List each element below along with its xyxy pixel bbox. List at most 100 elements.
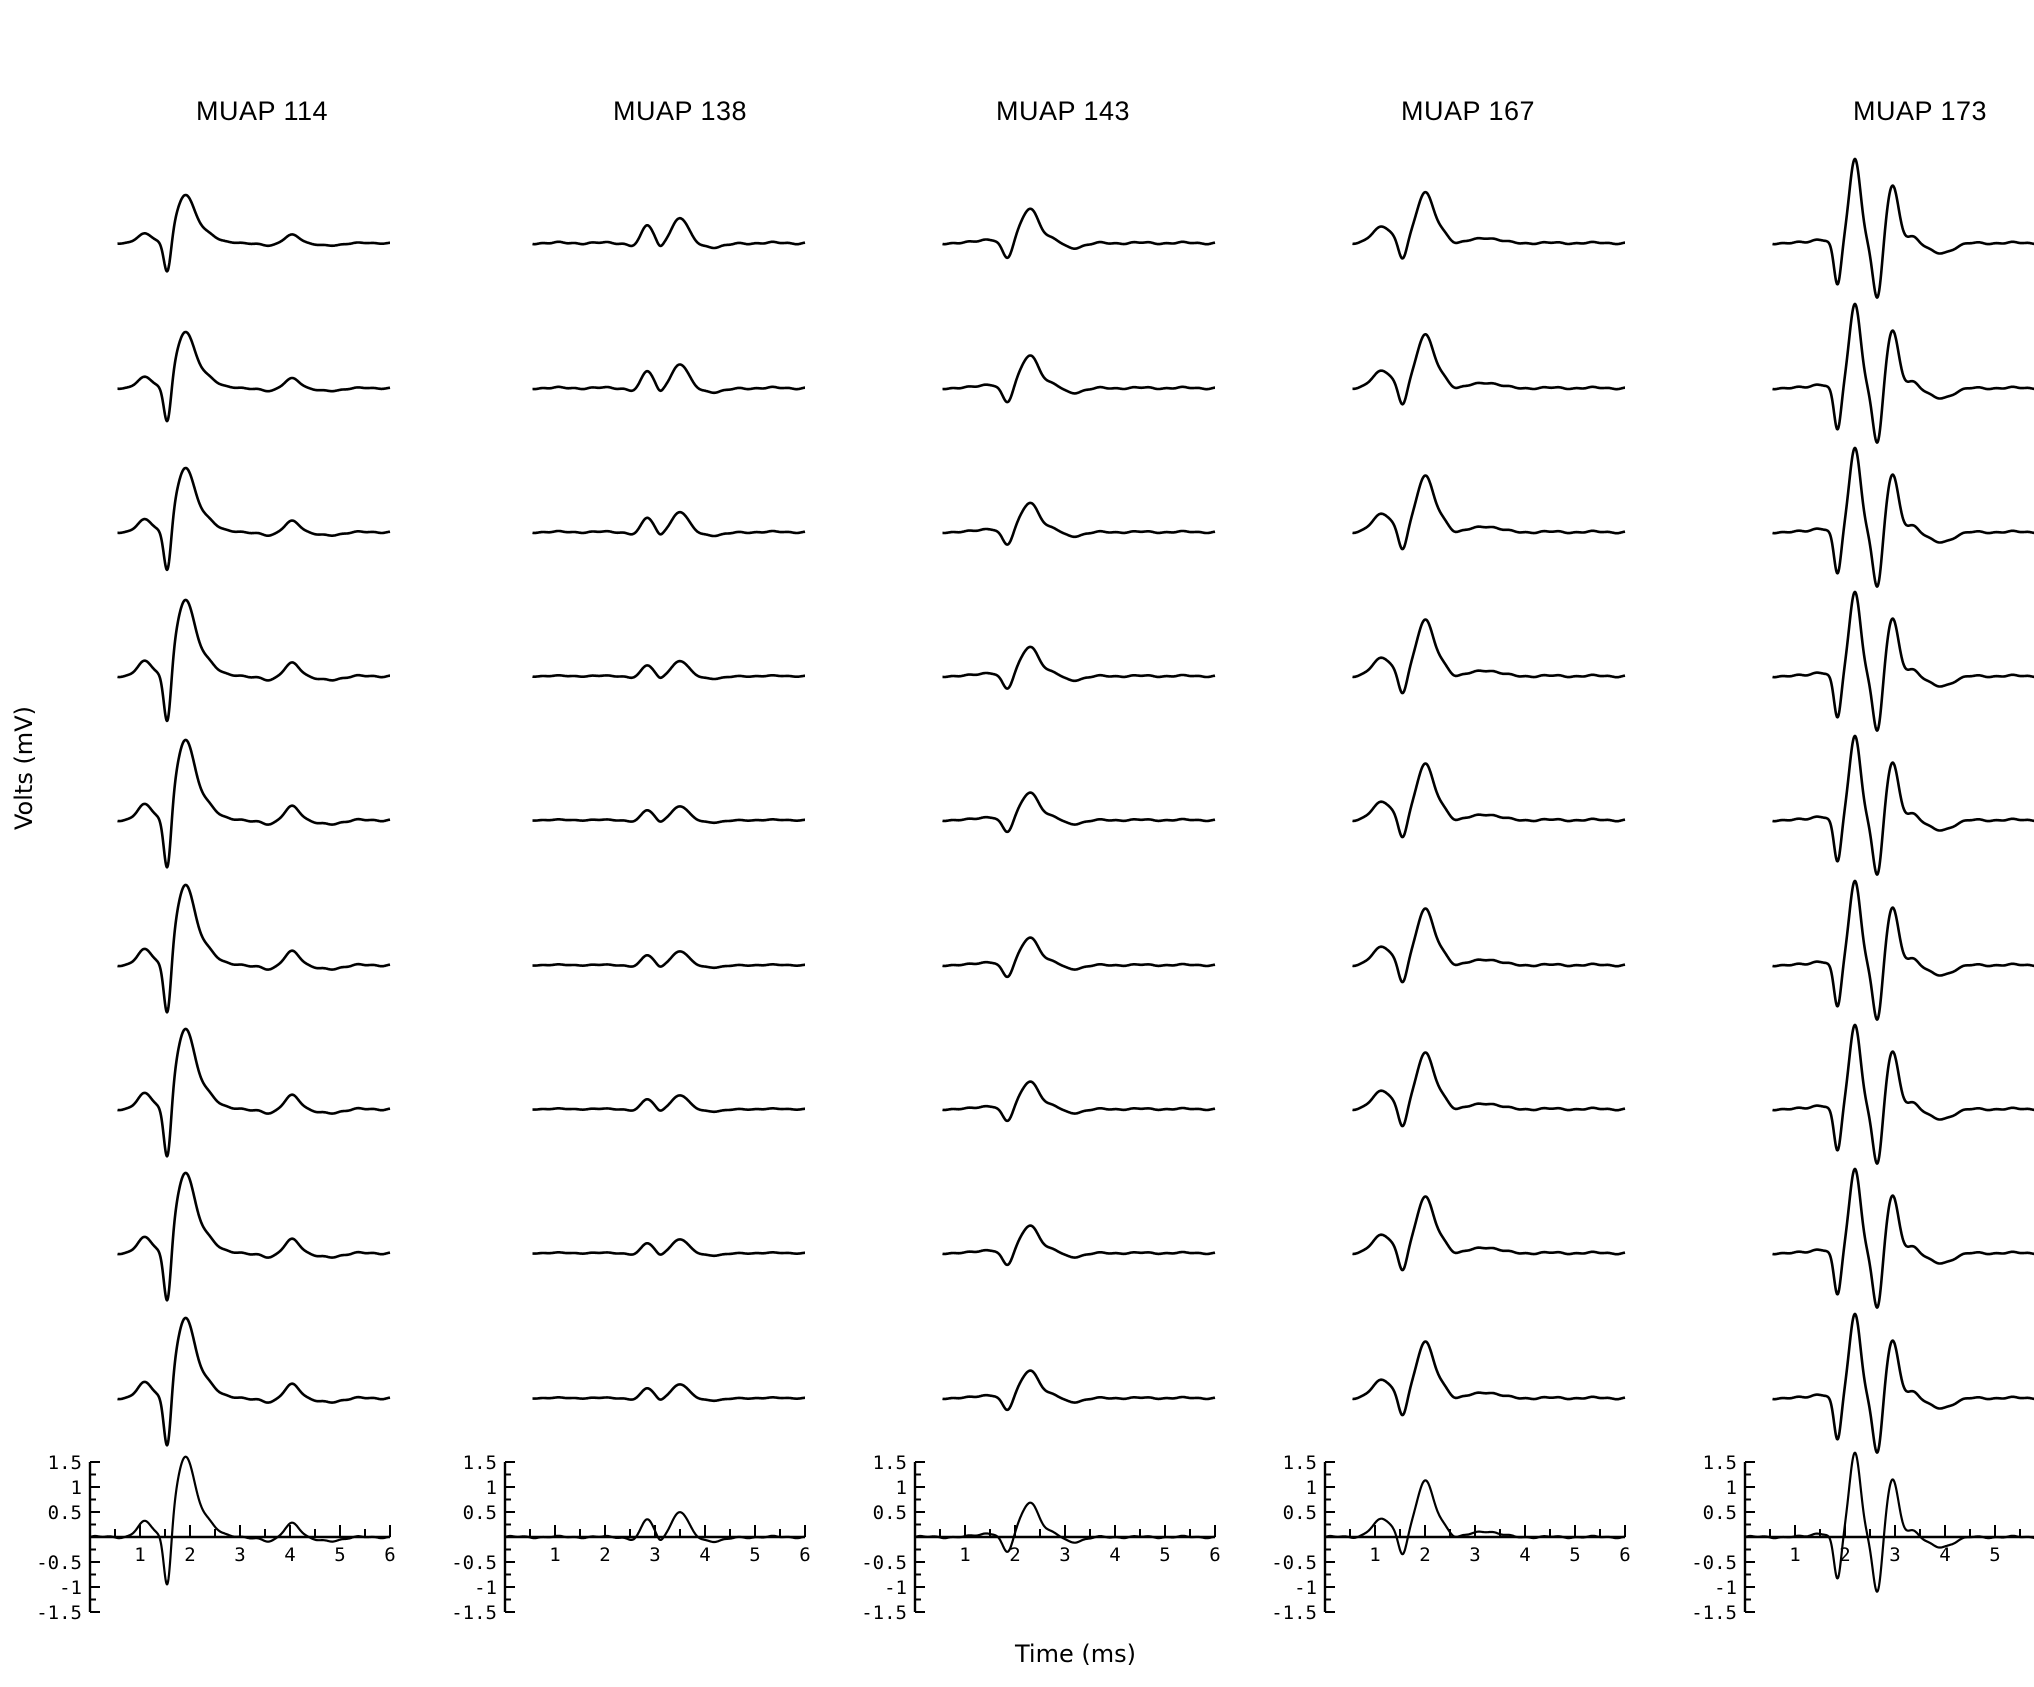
y-tick-label: -0.5 [861, 1552, 907, 1574]
trace-row-5 [118, 740, 391, 867]
x-tick-label: 5 [1569, 1544, 1580, 1566]
y-tick-label: -1.5 [1691, 1602, 1737, 1624]
trace-row-3 [1353, 476, 1626, 550]
averaged-waveform [1745, 1453, 2034, 1592]
trace-row-3 [943, 503, 1216, 545]
y-tick-label: 1.5 [48, 1452, 82, 1474]
trace-row-6 [533, 951, 806, 967]
trace-row-8 [1773, 1169, 2034, 1308]
trace-row-8 [943, 1226, 1216, 1265]
y-tick-label: -1 [1294, 1577, 1317, 1599]
y-tick-label: 0.5 [873, 1502, 907, 1524]
trace-row-3 [118, 468, 391, 570]
x-tick-label: 3 [1059, 1544, 1070, 1566]
x-tick-label: 1 [1789, 1544, 1800, 1566]
panel-title-muap-114: MUAP 114 [196, 96, 328, 127]
trace-row-9 [1353, 1342, 1626, 1416]
trace-row-4 [533, 661, 806, 679]
y-tick-label: -1.5 [36, 1602, 82, 1624]
trace-row-6 [118, 885, 391, 1012]
trace-row-7 [533, 1095, 806, 1111]
x-tick-label: 5 [334, 1544, 345, 1566]
x-tick-label: 5 [1159, 1544, 1170, 1566]
trace-row-3 [533, 512, 806, 536]
y-axis-label: Volts (mV) [10, 706, 38, 830]
x-tick-label: 6 [384, 1544, 395, 1566]
y-tick-label: -1 [474, 1577, 497, 1599]
trace-row-1 [943, 209, 1216, 258]
trace-row-1 [1353, 192, 1626, 258]
x-axis-label: Time (ms) [1015, 1640, 1136, 1668]
y-tick-label: -1.5 [861, 1602, 907, 1624]
trace-row-7 [118, 1029, 391, 1156]
y-tick-label: 1.5 [1283, 1452, 1317, 1474]
panel-title-muap-138: MUAP 138 [613, 96, 747, 127]
x-tick-label: 5 [749, 1544, 760, 1566]
trace-row-5 [943, 793, 1216, 832]
trace-row-3 [1773, 448, 2034, 587]
trace-row-9 [1773, 1314, 2034, 1453]
panel-title-muap-173: MUAP 173 [1853, 96, 1987, 127]
y-tick-label: 0.5 [48, 1502, 82, 1524]
y-tick-label: -1 [884, 1577, 907, 1599]
trace-row-1 [1773, 159, 2034, 298]
x-tick-label: 2 [599, 1544, 610, 1566]
x-tick-label: 6 [1619, 1544, 1630, 1566]
trace-row-2 [533, 365, 806, 393]
y-tick-label: 1 [486, 1477, 497, 1499]
trace-row-5 [1353, 764, 1626, 838]
y-tick-label: 0.5 [1703, 1502, 1737, 1524]
x-tick-label: 3 [649, 1544, 660, 1566]
trace-row-4 [943, 647, 1216, 689]
y-tick-label: -1.5 [1271, 1602, 1317, 1624]
x-tick-label: 3 [234, 1544, 245, 1566]
trace-row-5 [533, 806, 806, 822]
y-tick-label: -0.5 [1271, 1552, 1317, 1574]
panel-title-muap-167: MUAP 167 [1401, 96, 1535, 127]
y-tick-label: 1.5 [873, 1452, 907, 1474]
x-tick-label: 5 [1989, 1544, 2000, 1566]
y-tick-label: -1 [1714, 1577, 1737, 1599]
x-tick-label: 2 [184, 1544, 195, 1566]
x-tick-label: 1 [134, 1544, 145, 1566]
trace-row-1 [533, 218, 806, 248]
trace-row-1 [118, 195, 391, 271]
trace-row-9 [943, 1371, 1216, 1410]
x-tick-label: 4 [699, 1544, 710, 1566]
x-tick-label: 1 [1369, 1544, 1380, 1566]
trace-row-8 [118, 1173, 391, 1300]
y-tick-label: 0.5 [463, 1502, 497, 1524]
trace-row-7 [943, 1082, 1216, 1121]
trace-row-4 [1773, 592, 2034, 731]
trace-row-7 [1353, 1053, 1626, 1127]
trace-row-6 [1773, 881, 2034, 1020]
y-tick-label: 1 [71, 1477, 82, 1499]
trace-row-2 [1353, 334, 1626, 404]
trace-row-5 [1773, 736, 2034, 875]
x-tick-label: 6 [1209, 1544, 1220, 1566]
trace-row-2 [118, 332, 391, 421]
trace-row-8 [1353, 1197, 1626, 1271]
panel-title-muap-143: MUAP 143 [996, 96, 1130, 127]
y-tick-label: 0.5 [1283, 1502, 1317, 1524]
trace-row-6 [943, 938, 1216, 977]
y-tick-label: 1.5 [463, 1452, 497, 1474]
x-tick-label: 4 [284, 1544, 295, 1566]
trace-row-2 [1773, 304, 2034, 443]
trace-row-4 [1353, 620, 1626, 694]
trace-row-2 [943, 356, 1216, 403]
y-tick-label: 1 [1306, 1477, 1317, 1499]
y-tick-label: -0.5 [1691, 1552, 1737, 1574]
trace-row-7 [1773, 1025, 2034, 1164]
x-tick-label: 3 [1889, 1544, 1900, 1566]
trace-row-4 [118, 600, 391, 721]
